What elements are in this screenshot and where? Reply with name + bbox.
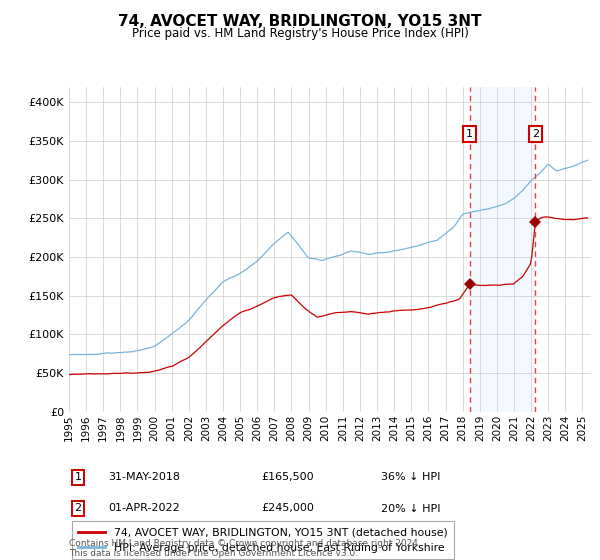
Legend: 74, AVOCET WAY, BRIDLINGTON, YO15 3NT (detached house), HPI: Average price, deta: 74, AVOCET WAY, BRIDLINGTON, YO15 3NT (d… [72,521,454,559]
Text: 31-MAY-2018: 31-MAY-2018 [108,472,180,482]
Text: £245,000: £245,000 [261,503,314,514]
Text: 2: 2 [74,503,82,514]
Bar [470,87,535,412]
Text: Price paid vs. HM Land Registry's House Price Index (HPI): Price paid vs. HM Land Registry's House … [131,27,469,40]
Text: 74, AVOCET WAY, BRIDLINGTON, YO15 3NT: 74, AVOCET WAY, BRIDLINGTON, YO15 3NT [118,14,482,29]
Text: 1: 1 [466,129,473,139]
Text: Contains HM Land Registry data © Crown copyright and database right 2024.
This d: Contains HM Land Registry data © Crown c… [69,539,421,558]
Text: 01-APR-2022: 01-APR-2022 [108,503,180,514]
Text: 2: 2 [532,129,539,139]
Text: 36% ↓ HPI: 36% ↓ HPI [381,472,440,482]
Text: 20% ↓ HPI: 20% ↓ HPI [381,503,440,514]
Text: 1: 1 [74,472,82,482]
Text: £165,500: £165,500 [261,472,314,482]
